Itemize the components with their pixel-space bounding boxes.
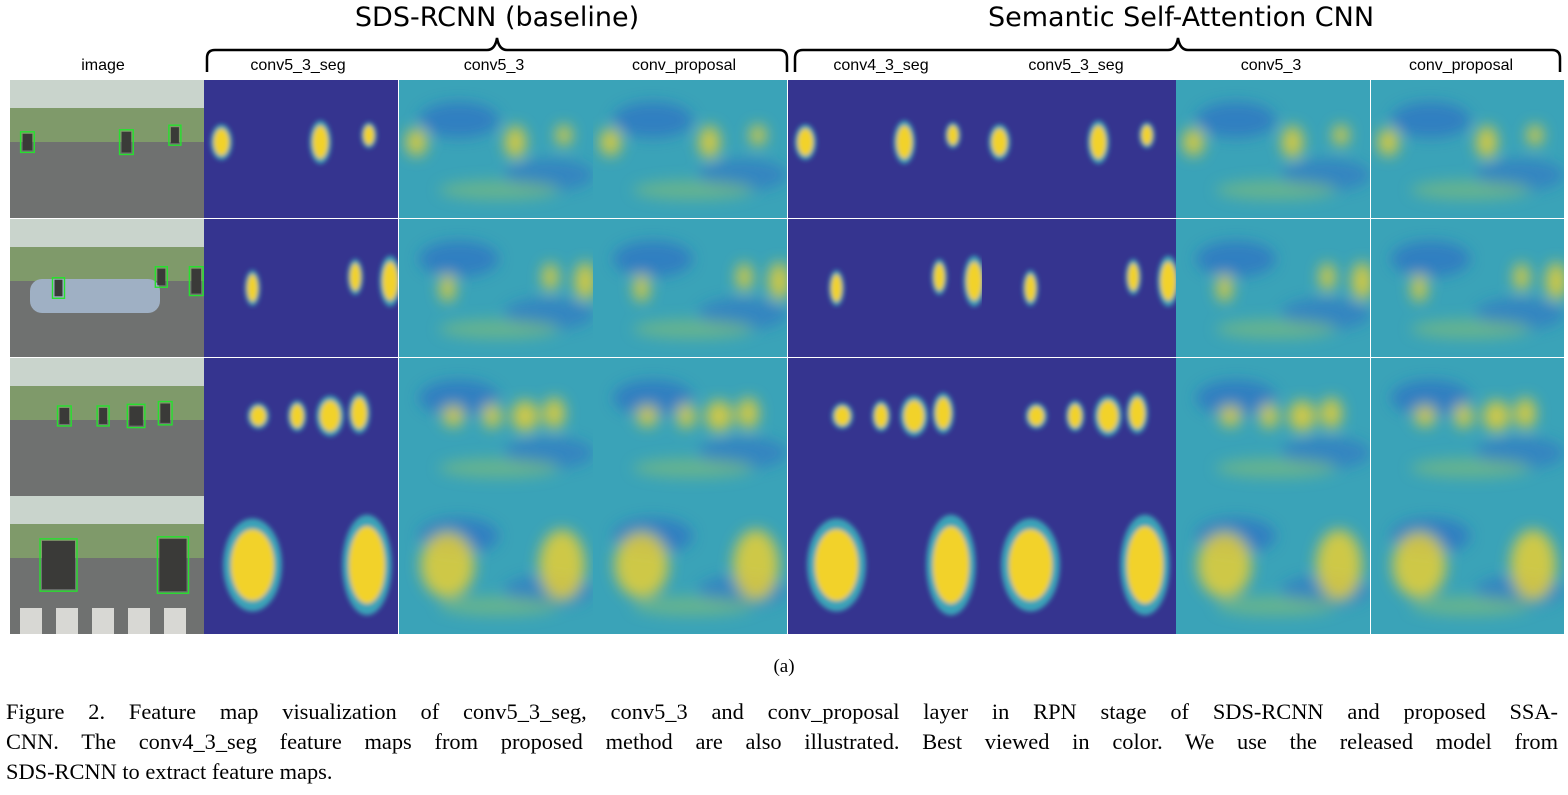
caption-line-3: SDS-RCNN to extract feature maps. xyxy=(6,759,333,784)
tile-row1-conv5-3-seg-baseline xyxy=(204,80,398,218)
tile-row4-conv4-3-seg-proposed xyxy=(788,496,982,634)
caption-line-1: Figure 2. Feature map visualization of c… xyxy=(6,699,1558,724)
column-label-conv5-3-seg-proposed: conv5_3_seg xyxy=(1028,57,1124,74)
tile-row2-conv5-3-proposed xyxy=(1176,219,1370,357)
tile-row2-conv5-3-baseline xyxy=(399,219,593,357)
tile-row4-conv-proposal-proposed xyxy=(1371,496,1564,634)
tile-row2-conv5-3-seg-baseline xyxy=(204,219,398,357)
tile-row1-conv5-3-baseline xyxy=(399,80,593,218)
tile-row1-conv-proposal-baseline xyxy=(593,80,787,218)
tile-row3-conv5-3-seg-proposed xyxy=(982,358,1176,496)
tile-row2-image xyxy=(10,219,204,357)
tile-row3-conv-proposal-proposed xyxy=(1371,358,1564,496)
figure-caption: Figure 2. Feature map visualization of c… xyxy=(6,697,1558,787)
tile-row4-conv5-3-seg-baseline xyxy=(204,496,398,634)
baseline-brace xyxy=(205,37,789,72)
tile-row3-conv4-3-seg-proposed xyxy=(788,358,982,496)
tile-row4-conv5-3-proposed xyxy=(1176,496,1370,634)
tile-row2-conv5-3-seg-proposed xyxy=(982,219,1176,357)
column-label-conv-proposal-baseline: conv_proposal xyxy=(631,57,737,74)
tile-row3-conv5-3-seg-baseline xyxy=(204,358,398,496)
tile-row3-image xyxy=(10,358,204,496)
tile-row1-conv5-3-seg-proposed xyxy=(982,80,1176,218)
tile-row1-conv5-3-proposed xyxy=(1176,80,1370,218)
tile-row1-conv-proposal-proposed xyxy=(1371,80,1564,218)
tile-row4-conv5-3-baseline xyxy=(399,496,593,634)
column-label-conv4-3-seg-proposed: conv4_3_seg xyxy=(833,57,929,74)
tile-row2-conv-proposal-proposed xyxy=(1371,219,1564,357)
tile-row4-conv-proposal-baseline xyxy=(593,496,787,634)
proposed-group-title: Semantic Self-Attention CNN xyxy=(987,2,1375,33)
column-label-image: image xyxy=(81,57,125,74)
tile-row1-image xyxy=(10,80,204,218)
tile-row4-conv5-3-seg-proposed xyxy=(982,496,1176,634)
tile-row3-conv5-3-baseline xyxy=(399,358,593,496)
tile-row2-conv-proposal-baseline xyxy=(593,219,787,357)
column-label-conv-proposal-proposed: conv_proposal xyxy=(1408,57,1514,74)
tile-row4-image xyxy=(10,496,204,634)
column-label-conv5-3-seg-baseline: conv5_3_seg xyxy=(250,57,346,74)
proposed-brace xyxy=(793,37,1562,72)
caption-line-2: CNN. The conv4_3_seg feature maps from p… xyxy=(6,729,1558,754)
tile-row2-conv4-3-seg-proposed xyxy=(788,219,982,357)
column-label-conv5-3-proposed: conv5_3 xyxy=(1240,57,1302,74)
tile-row3-conv-proposal-baseline xyxy=(593,358,787,496)
tile-row3-conv5-3-proposed xyxy=(1176,358,1370,496)
baseline-group-title: SDS-RCNN (baseline) xyxy=(354,2,640,33)
column-label-conv5-3-baseline: conv5_3 xyxy=(463,57,525,74)
subfigure-label: (a) xyxy=(773,656,795,677)
tile-row1-conv4-3-seg-proposed xyxy=(788,80,982,218)
